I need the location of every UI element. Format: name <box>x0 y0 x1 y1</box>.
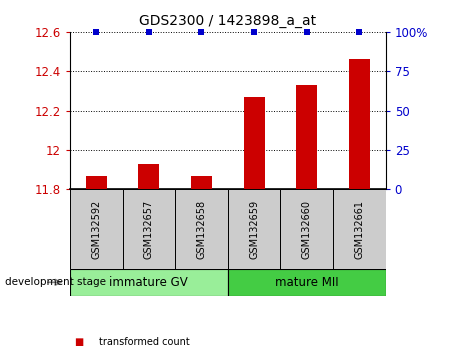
Text: GSM132659: GSM132659 <box>249 200 259 259</box>
Bar <box>333 189 386 269</box>
Bar <box>281 189 333 269</box>
Bar <box>86 176 107 189</box>
Title: GDS2300 / 1423898_a_at: GDS2300 / 1423898_a_at <box>139 14 316 28</box>
Bar <box>138 164 159 189</box>
Bar <box>228 269 386 296</box>
Bar <box>123 189 175 269</box>
Text: transformed count: transformed count <box>99 337 190 347</box>
Bar <box>228 189 281 269</box>
Text: development stage: development stage <box>5 277 106 287</box>
Bar <box>175 189 228 269</box>
Text: GSM132661: GSM132661 <box>354 200 364 259</box>
Text: GSM132657: GSM132657 <box>144 200 154 259</box>
Bar <box>296 85 317 189</box>
Text: immature GV: immature GV <box>110 276 188 289</box>
Bar <box>70 269 228 296</box>
Text: ■: ■ <box>74 337 84 347</box>
Bar <box>191 176 212 189</box>
Text: mature MII: mature MII <box>275 276 339 289</box>
Text: GSM132660: GSM132660 <box>302 200 312 259</box>
Text: GSM132658: GSM132658 <box>197 200 207 259</box>
Text: GSM132592: GSM132592 <box>91 200 101 259</box>
Bar <box>244 97 265 189</box>
Bar <box>349 59 370 189</box>
Bar <box>70 189 123 269</box>
